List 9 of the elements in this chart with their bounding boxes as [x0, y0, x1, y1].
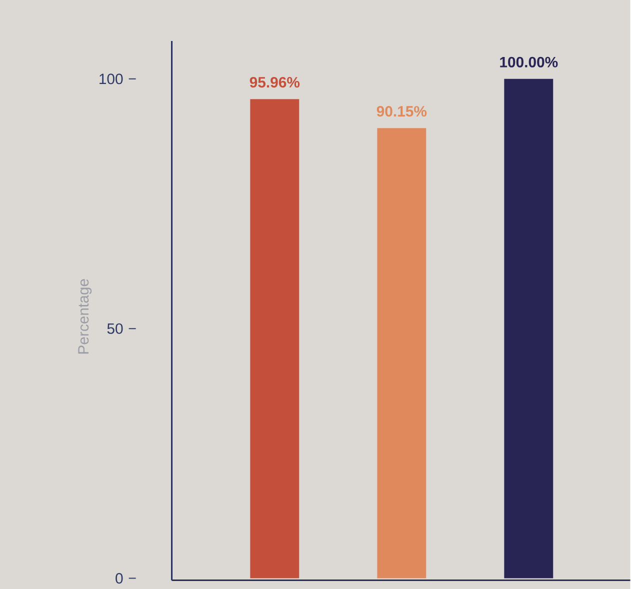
- data-label: 95.96%: [250, 76, 300, 88]
- bar: [250, 98, 300, 578]
- y-tick-label: 100: [100, 73, 123, 84]
- y-axis-title: Percentage: [78, 278, 92, 354]
- data-label: 100.00%: [500, 56, 558, 68]
- data-label: 90.15%: [376, 106, 427, 116]
- y-tick-label: 50: [107, 323, 123, 334]
- bar: [377, 128, 426, 578]
- y-tick-label: 0: [116, 572, 123, 584]
